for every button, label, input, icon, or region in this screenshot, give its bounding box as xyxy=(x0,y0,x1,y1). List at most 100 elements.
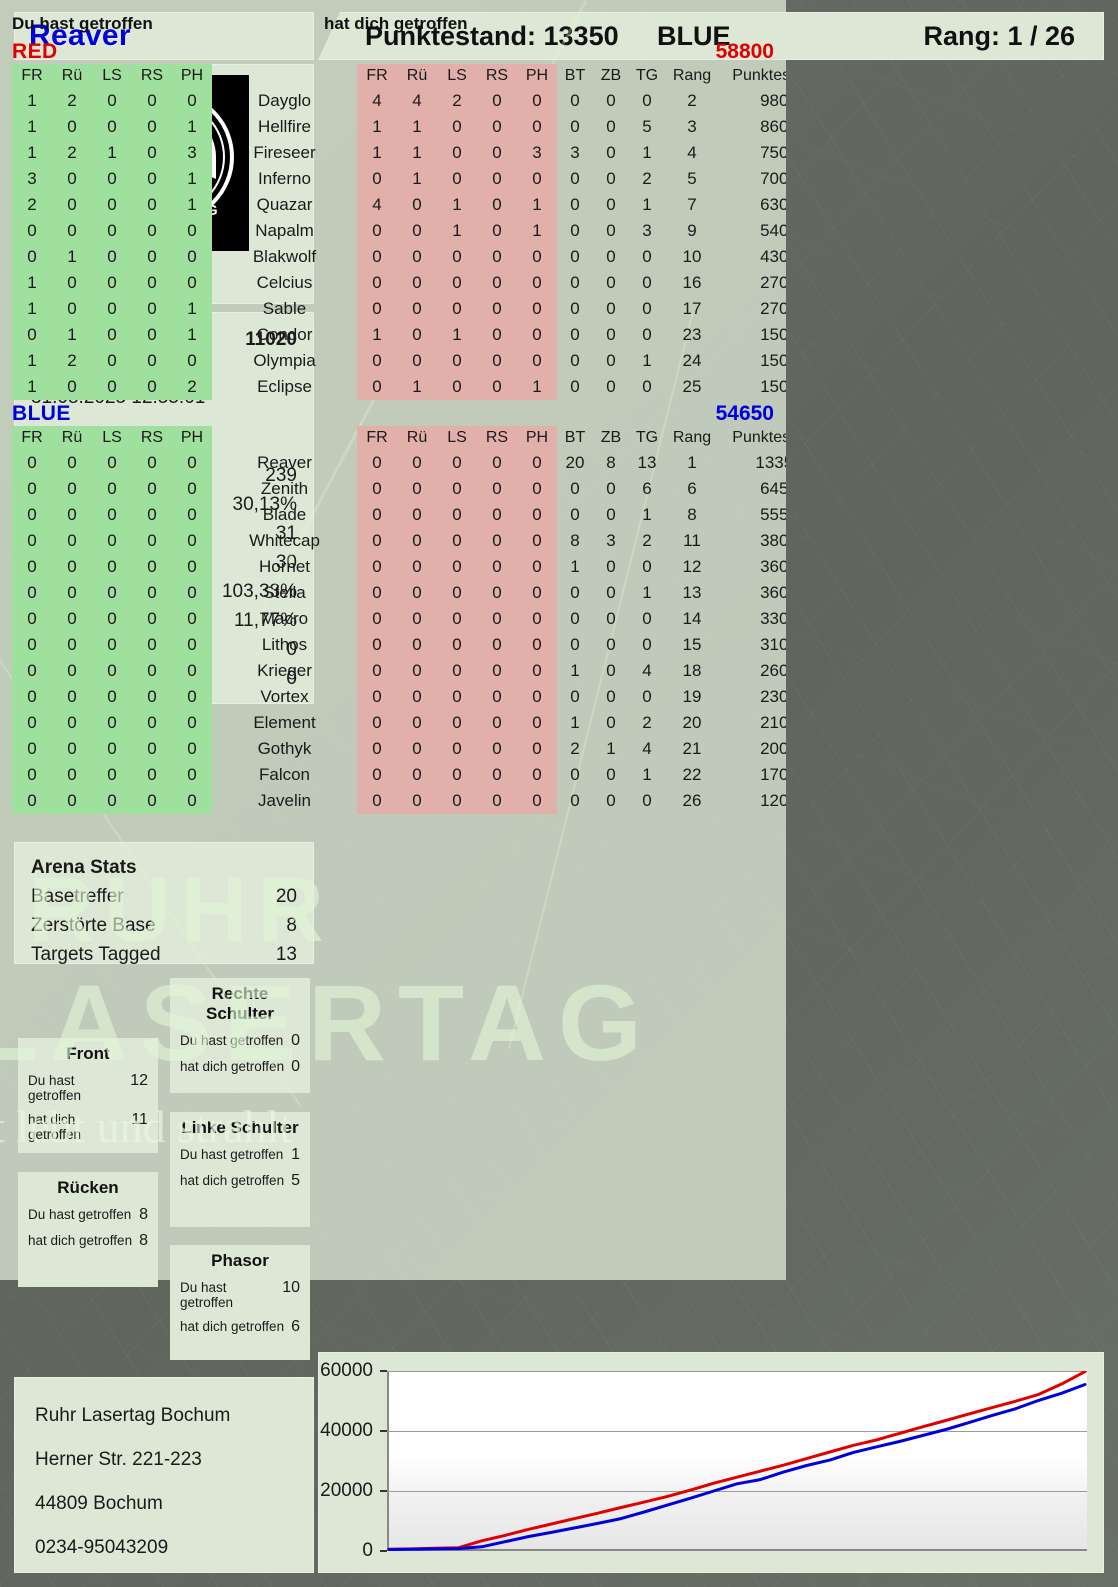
hit-you-cell: 4 xyxy=(357,88,397,114)
table-row[interactable]: 10001Hellfire1100000538600 xyxy=(12,114,786,140)
gridline xyxy=(387,1431,1087,1432)
you-hit-cell: 0 xyxy=(172,788,212,814)
hit-you-cell: 0 xyxy=(517,166,557,192)
zone-card-phasor: Phasor Du hast getroffen 10 hat dich getrof… xyxy=(170,1245,310,1360)
hit-you-cell: 0 xyxy=(437,502,477,528)
col-header-you-LS: LS xyxy=(92,64,132,88)
you-hit-cell: 0 xyxy=(12,322,52,348)
table-row[interactable]: 30001Inferno0100000257000 xyxy=(12,166,786,192)
table-row[interactable]: 12000Dayglo4420000029800 xyxy=(12,88,786,114)
col-header-points: Punktestand: xyxy=(732,67,786,84)
you-hit-cell: 0 xyxy=(172,762,212,788)
hit-you-cell: 0 xyxy=(357,788,397,814)
table-row[interactable]: 10002Eclipse01001000251500 xyxy=(12,374,786,400)
you-hit-cell: 1 xyxy=(12,348,52,374)
hit-you-cell: 0 xyxy=(357,710,397,736)
you-hit-cell: 2 xyxy=(172,374,212,400)
zone-card-front: Front Du hast getroffen 12 hat dich getroff… xyxy=(18,1038,158,1153)
arena-stat-value: 13 xyxy=(275,944,297,965)
hit-you-cell: 0 xyxy=(357,296,397,322)
y-axis-tick-label: 0 xyxy=(362,1540,373,1561)
you-hit-cell: 0 xyxy=(92,528,132,554)
you-hit-cell: 0 xyxy=(132,476,172,502)
table-row[interactable]: 12103Fireseer1100330147500 xyxy=(12,140,786,166)
stat-value: 239 xyxy=(265,465,297,486)
player-name-cell: Stella xyxy=(263,583,306,602)
col-header-name xyxy=(212,426,357,450)
you-hit-cell: 0 xyxy=(12,244,52,270)
you-hit-cell: 0 xyxy=(132,322,172,348)
you-hit-cell: 0 xyxy=(92,632,132,658)
player-name-cell: Blakwolf xyxy=(252,247,317,266)
hit-you-cell: 1 xyxy=(357,322,397,348)
you-hit-cell: 0 xyxy=(172,710,212,736)
col-header-zb: ZB xyxy=(600,67,622,84)
hit-you-cell: 0 xyxy=(437,788,477,814)
arena-stat-label: Basetreffer xyxy=(31,886,124,907)
you-hit-cell: 3 xyxy=(12,166,52,192)
points-cell: 1500 xyxy=(760,351,786,370)
zb-cell: 0 xyxy=(606,221,616,240)
rang-cell: 6 xyxy=(687,479,697,498)
bt-cell: 0 xyxy=(570,299,580,318)
you-hit-cell: 0 xyxy=(52,632,92,658)
caption-you-hit: Du hast getroffen xyxy=(12,14,153,33)
hit-you-cell: 0 xyxy=(477,244,517,270)
you-hit-cell: 1 xyxy=(172,192,212,218)
col-header-them-RS: RS xyxy=(477,426,517,450)
hit-you-cell: 0 xyxy=(477,140,517,166)
you-hit-cell: 0 xyxy=(132,632,172,658)
col-header-you-PH: PH xyxy=(172,64,212,88)
you-hit-cell: 0 xyxy=(12,554,52,580)
tg-cell: 0 xyxy=(642,557,652,576)
arena-stat-value: 8 xyxy=(286,915,297,936)
tg-cell: 2 xyxy=(642,169,652,188)
hit-you-cell: 1 xyxy=(397,166,437,192)
table-row[interactable]: 01001Condor10100000231500 xyxy=(12,322,786,348)
gridline xyxy=(387,1491,1087,1492)
hit-you-cell: 0 xyxy=(397,606,437,632)
you-hit-cell: 0 xyxy=(92,502,132,528)
bt-cell: 0 xyxy=(570,247,580,266)
tg-cell: 6 xyxy=(642,479,652,498)
zb-cell: 0 xyxy=(606,91,616,110)
hit-you-cell: 0 xyxy=(477,502,517,528)
hit-you-cell: 1 xyxy=(517,218,557,244)
tg-cell: 0 xyxy=(642,325,652,344)
table-row[interactable]: 01000Blakwolf00000000104300 xyxy=(12,244,786,270)
game-id-value: 11020 xyxy=(245,329,297,350)
hit-you-cell: 0 xyxy=(477,296,517,322)
you-hit-cell: 0 xyxy=(92,192,132,218)
hit-you-cell: 0 xyxy=(477,348,517,374)
points-cell: 4300 xyxy=(760,247,786,266)
table-row[interactable]: 00000Reaver0000020813113350 xyxy=(12,450,786,476)
bt-cell: 0 xyxy=(570,169,580,188)
table-row[interactable]: 10000Celcius00000000162700 xyxy=(12,270,786,296)
you-hit-cell: 0 xyxy=(92,166,132,192)
col-header-you-FR: FR xyxy=(12,64,52,88)
table-row[interactable]: 12000Olympia00000001241500 xyxy=(12,348,786,374)
col-header-tg: TG xyxy=(635,67,659,84)
player-name-cell: Blade xyxy=(262,505,307,524)
hit-you-cell: 0 xyxy=(477,528,517,554)
you-hit-cell: 0 xyxy=(52,270,92,296)
you-hit-cell: 0 xyxy=(52,218,92,244)
